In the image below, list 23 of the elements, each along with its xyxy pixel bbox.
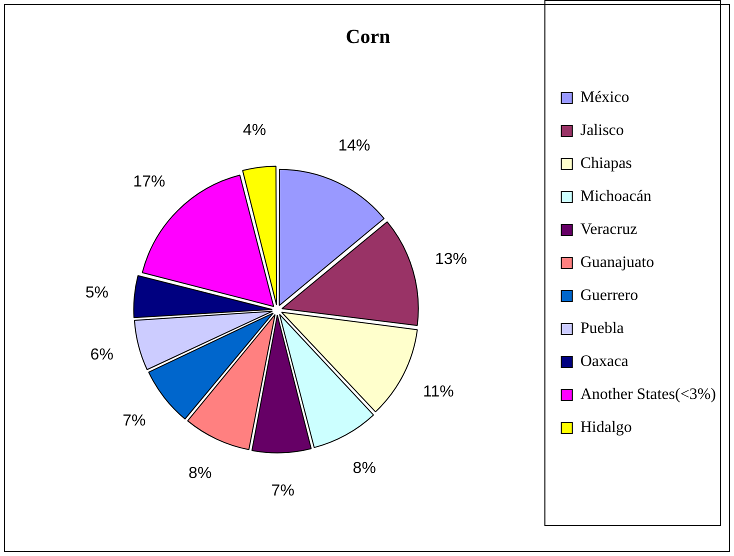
legend-label: Puebla	[580, 320, 624, 338]
data-label: 6%	[90, 346, 114, 364]
data-label: 11%	[423, 384, 454, 401]
legend-label: Oaxaca	[580, 353, 628, 370]
legend-label: Chiapas	[580, 155, 632, 172]
legend-label: Guanajuato	[580, 254, 654, 272]
data-label: 7%	[122, 412, 146, 430]
legend-label: Hidalgo	[580, 419, 632, 436]
data-label: 17%	[133, 173, 166, 190]
legend-label: Jalisco	[580, 122, 624, 140]
data-label: 14%	[338, 138, 370, 155]
data-label: 5%	[85, 284, 109, 302]
legend-label: México	[580, 89, 630, 106]
data-label: 4%	[242, 122, 266, 139]
data-label: 8%	[188, 465, 212, 482]
legend-label: Another States(<3%)	[580, 386, 716, 404]
legend-label: Veracruz	[580, 221, 638, 238]
text: Corn	[346, 26, 390, 48]
data-label: 8%	[352, 460, 376, 478]
data-label: 13%	[434, 250, 467, 268]
legend-label: Guerrero	[580, 287, 638, 304]
legend-label: Michoacán	[580, 188, 652, 206]
data-label: 7%	[271, 482, 294, 500]
